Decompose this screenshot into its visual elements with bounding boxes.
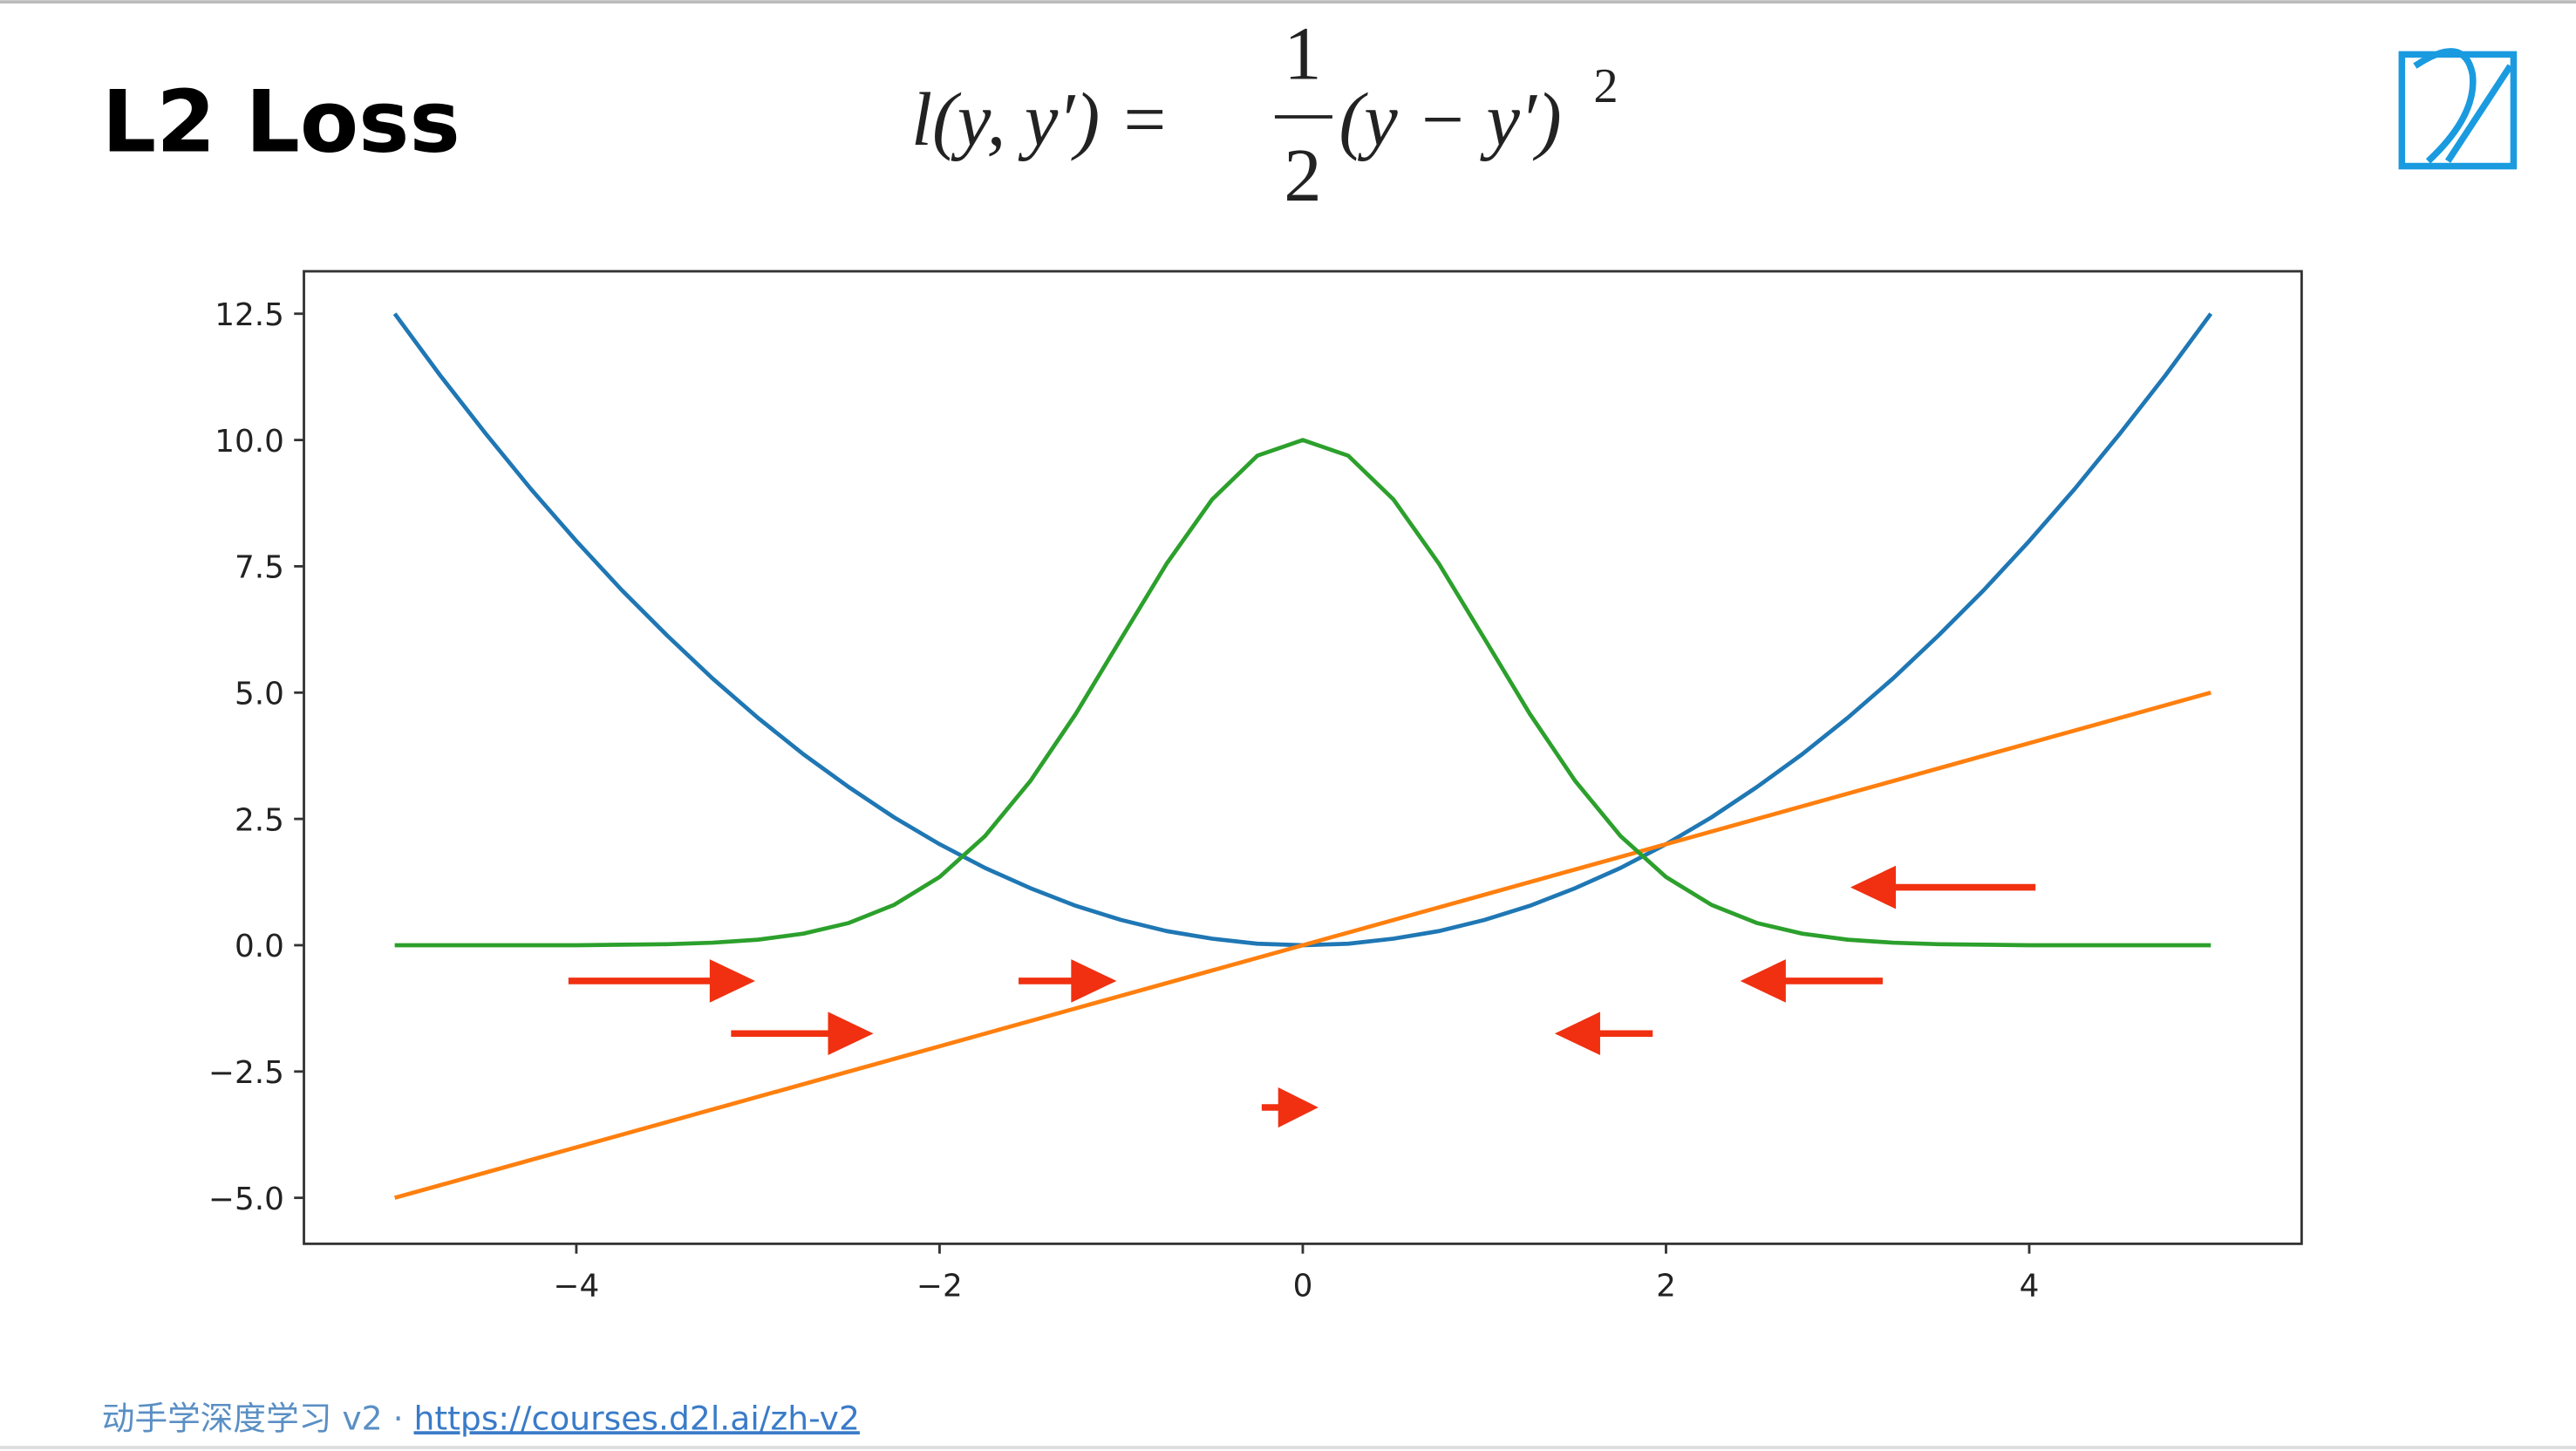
y-tick-label: 2.5 <box>235 802 284 838</box>
y-tick-label: 7.5 <box>235 550 284 586</box>
slide-title: L2 Loss <box>102 73 460 173</box>
footer-link[interactable]: https://courses.d2l.ai/zh-v2 <box>414 1399 860 1437</box>
arrows <box>568 865 2036 1128</box>
y-tick-label: 5.0 <box>235 676 284 712</box>
line-series <box>392 312 2213 948</box>
y-tick-label: 12.5 <box>215 297 284 333</box>
formula-numerator: 1 <box>1284 12 1321 96</box>
y-tick-label: −5.0 <box>208 1182 284 1217</box>
formula-rhs: (y − y′) <box>1339 78 1561 161</box>
logo <box>2398 48 2518 170</box>
line-series <box>394 691 2211 1200</box>
x-tick-label: −4 <box>554 1269 600 1305</box>
footer-course: 动手学深度学习 v2 · https://courses.d2l.ai/zh-v… <box>102 1399 860 1437</box>
x-tick-label: 0 <box>1293 1269 1313 1305</box>
y-tick-label: 10.0 <box>215 424 284 460</box>
plot-frame <box>303 269 2303 1245</box>
formula-exponent: 2 <box>1593 59 1618 113</box>
formula-denominator: 2 <box>1284 133 1321 217</box>
x-tick-label: −2 <box>917 1269 963 1305</box>
formula: l(y, y′) = 1 2 (y − y′) 2 <box>911 12 1619 217</box>
footer-course-text: 动手学深度学习 v2 · <box>102 1399 414 1437</box>
y-tick-label: −2.5 <box>208 1055 284 1091</box>
x-tick-label: 4 <box>2020 1269 2040 1305</box>
plot: −5.0 −2.5 0.0 2.5 5.0 7.5 10.0 12.5 −4 −2 0 2 4 <box>208 297 2213 1305</box>
line-series <box>394 438 2211 948</box>
formula-lhs: l(y, y′) = <box>911 78 1169 161</box>
y-tick-label: 0.0 <box>235 929 284 964</box>
x-tick-label: 2 <box>1656 1269 1676 1305</box>
